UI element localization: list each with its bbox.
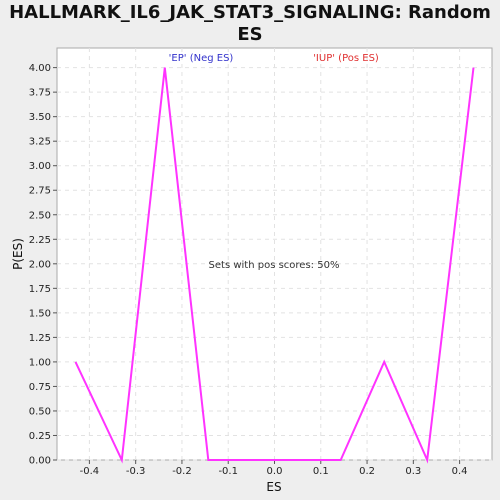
y-tick-label: 3.25 [29,137,51,148]
x-tick-label: 0.4 [452,466,468,477]
y-tick-label: 2.25 [29,235,51,246]
y-tick-label: 1.75 [29,284,51,295]
y-tick-label: 3.50 [29,112,51,123]
x-tick-label: 0.3 [405,466,421,477]
y-axis-label: P(ES) [11,238,25,270]
neg-es-label: 'EP' (Neg ES) [169,53,234,64]
y-tick-label: 2.50 [29,210,51,221]
y-tick-label: 2.75 [29,186,51,197]
y-tick-label: 3.75 [29,88,51,99]
y-tick-label: 4.00 [29,63,51,74]
y-tick-label: 1.50 [29,308,51,319]
chart-title-line-1: HALLMARK_IL6_JAK_STAT3_SIGNALING: Random… [9,2,491,45]
x-tick-label: -0.3 [126,466,146,477]
x-tick-label: -0.4 [80,466,100,477]
series-line [74,67,475,464]
x-tick-label: -0.2 [172,466,192,477]
pos-es-label: 'IUP' (Pos ES) [313,53,379,64]
x-tick-label: 0.0 [267,466,283,477]
plot-area [56,47,493,461]
x-tick-label: 0.1 [313,466,329,477]
axis-ticks: 0.00 0.25 0.50 0.75 1.00 1.25 1.50 1.75 2.00 2.25… [29,63,468,477]
y-tick-label: 0.50 [29,406,51,417]
grid [57,48,492,461]
pos-score-annotation: Sets with pos scores: 50% [209,260,340,271]
y-tick-label: 1.25 [29,333,51,344]
x-tick-label: 0.2 [359,466,375,477]
y-tick-label: 0.25 [29,431,51,442]
x-tick-label: -0.1 [218,466,238,477]
y-tick-label: 0.75 [29,382,51,393]
y-tick-label: 1.00 [29,357,51,368]
y-tick-label: 3.00 [29,161,51,172]
x-axis-label: ES [266,480,281,494]
series-group [74,67,475,464]
y-tick-label: 2.00 [29,259,51,270]
y-tick-label: 0.00 [29,456,51,467]
